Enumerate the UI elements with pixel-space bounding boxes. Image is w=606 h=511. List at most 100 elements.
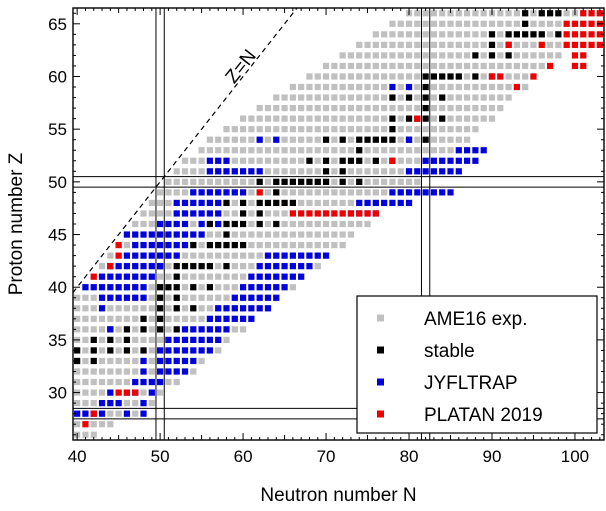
axis-ticks — [73, 8, 604, 440]
jyfltrap-point — [190, 326, 197, 333]
jyfltrap-point — [264, 263, 272, 270]
ame16-point — [472, 94, 479, 101]
ame16-point — [430, 41, 438, 48]
ame16-point — [148, 199, 155, 207]
platan-point — [414, 115, 421, 122]
ame16-point — [298, 231, 305, 238]
ame16-point — [464, 136, 471, 143]
ame16-point — [165, 210, 172, 217]
ame16-point — [488, 83, 496, 91]
x-tick-label: 80 — [400, 447, 419, 466]
ame16-point — [115, 410, 122, 417]
ame16-point — [215, 294, 222, 301]
ame16-point — [239, 157, 247, 164]
jyfltrap-point — [148, 389, 155, 396]
ame16-point — [239, 252, 247, 259]
ame16-point — [314, 73, 321, 80]
ame16-point — [322, 231, 330, 238]
platan-point — [596, 10, 603, 17]
ame16-point — [447, 10, 454, 17]
ame16-point — [447, 20, 454, 27]
jyfltrap-point — [140, 252, 147, 259]
ame16-point — [198, 284, 205, 291]
ame16-point — [372, 83, 379, 91]
ame16-point — [123, 368, 131, 375]
jyfltrap-point — [181, 326, 189, 333]
ame16-point — [505, 20, 512, 27]
ame16-point — [165, 199, 172, 207]
stable-point — [256, 220, 263, 228]
jyfltrap-point — [430, 189, 438, 196]
jyfltrap-point — [206, 199, 213, 207]
ame16-point — [248, 241, 255, 249]
jyfltrap-point — [132, 241, 139, 249]
jyfltrap-point — [322, 252, 330, 259]
stable-point — [522, 10, 529, 17]
jyfltrap-point — [157, 357, 164, 365]
ame16-point — [314, 189, 321, 196]
jyfltrap-point — [198, 220, 205, 228]
ame16-point — [264, 105, 272, 112]
ame16-point — [414, 147, 421, 154]
platan-point — [488, 73, 496, 80]
jyfltrap-point — [107, 284, 114, 291]
jyfltrap-point — [248, 294, 255, 301]
ame16-point — [322, 199, 330, 207]
jyfltrap-point — [148, 241, 155, 249]
stable-point — [439, 94, 446, 101]
platan-point — [256, 189, 263, 196]
ame16-point — [123, 241, 131, 249]
jyfltrap-point — [98, 410, 106, 417]
jyfltrap-point — [82, 284, 89, 291]
jyfltrap-point — [157, 252, 164, 259]
ame16-point — [439, 147, 446, 154]
ame16-point — [455, 20, 462, 27]
ame16-point — [347, 168, 355, 175]
ame16-point — [107, 252, 114, 259]
ame16-point — [389, 168, 396, 175]
ame16-point — [414, 83, 421, 91]
platan-point — [364, 210, 371, 217]
jyfltrap-point — [215, 199, 222, 207]
ame16-point — [132, 220, 139, 228]
ame16-point — [372, 31, 379, 38]
jyfltrap-point — [289, 273, 296, 280]
jyfltrap-point — [264, 294, 272, 301]
jyfltrap-point — [248, 168, 255, 175]
ame16-point — [281, 136, 288, 143]
stable-point — [447, 73, 454, 80]
ame16-point — [90, 315, 97, 322]
ame16-point — [273, 157, 280, 164]
ame16-point — [132, 336, 139, 343]
ame16-point — [464, 10, 471, 17]
ame16-point — [422, 31, 429, 38]
ame16-point — [115, 305, 122, 312]
ame16-point — [289, 136, 296, 143]
ame16-point — [165, 263, 172, 270]
legend-label: AME16 exp. — [424, 309, 528, 330]
ame16-point — [322, 189, 330, 196]
stable-point — [430, 73, 438, 80]
ame16-point — [364, 73, 371, 80]
ame16-point — [215, 273, 222, 280]
ame16-point — [107, 378, 114, 386]
jyfltrap-point — [148, 263, 155, 270]
ame16-point — [239, 126, 247, 133]
jyfltrap-point — [140, 378, 147, 386]
ame16-point — [148, 284, 155, 291]
jyfltrap-point — [389, 199, 396, 207]
ame16-point — [488, 105, 496, 112]
ame16-point — [289, 115, 296, 122]
jyfltrap-point — [273, 252, 280, 259]
jyfltrap-point — [215, 336, 222, 343]
ame16-point — [381, 31, 388, 38]
ame16-point — [364, 62, 371, 70]
jyfltrap-point — [364, 199, 371, 207]
ame16-point — [306, 83, 313, 91]
ame16-point — [364, 83, 371, 91]
ame16-point — [331, 73, 338, 80]
ame16-point — [538, 62, 545, 70]
stable-point — [123, 347, 131, 354]
jyfltrap-point — [123, 252, 131, 259]
ame16-point — [439, 83, 446, 91]
